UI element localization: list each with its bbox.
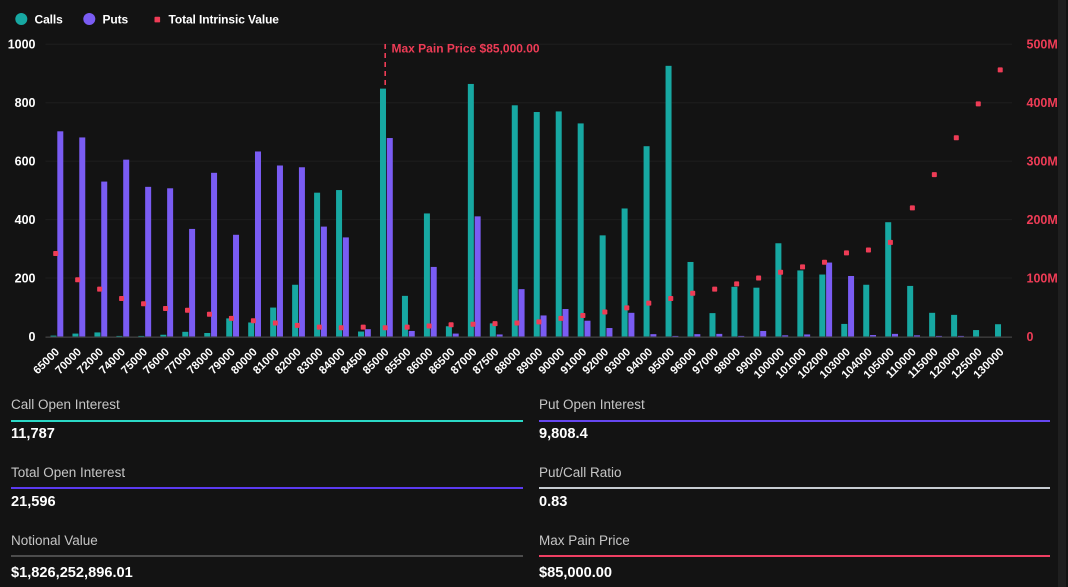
svg-text:200: 200	[15, 271, 36, 285]
svg-text:0: 0	[1027, 330, 1034, 344]
svg-text:200M: 200M	[1027, 213, 1058, 227]
svg-text:500M: 500M	[1027, 38, 1058, 52]
svg-text:300M: 300M	[1027, 154, 1058, 168]
svg-text:Puts: Puts	[103, 12, 129, 26]
svg-text:0: 0	[29, 330, 36, 344]
svg-text:100M: 100M	[1027, 271, 1058, 285]
svg-text:400M: 400M	[1027, 96, 1058, 110]
svg-text:600: 600	[15, 154, 36, 168]
svg-text:Max Pain Price $85,000.00: Max Pain Price $85,000.00	[392, 42, 540, 56]
svg-text:Total Intrinsic Value: Total Intrinsic Value	[169, 12, 280, 26]
svg-text:800: 800	[15, 96, 36, 110]
svg-text:Calls: Calls	[35, 12, 64, 26]
svg-text:1000: 1000	[8, 38, 36, 52]
svg-text:400: 400	[15, 213, 36, 227]
